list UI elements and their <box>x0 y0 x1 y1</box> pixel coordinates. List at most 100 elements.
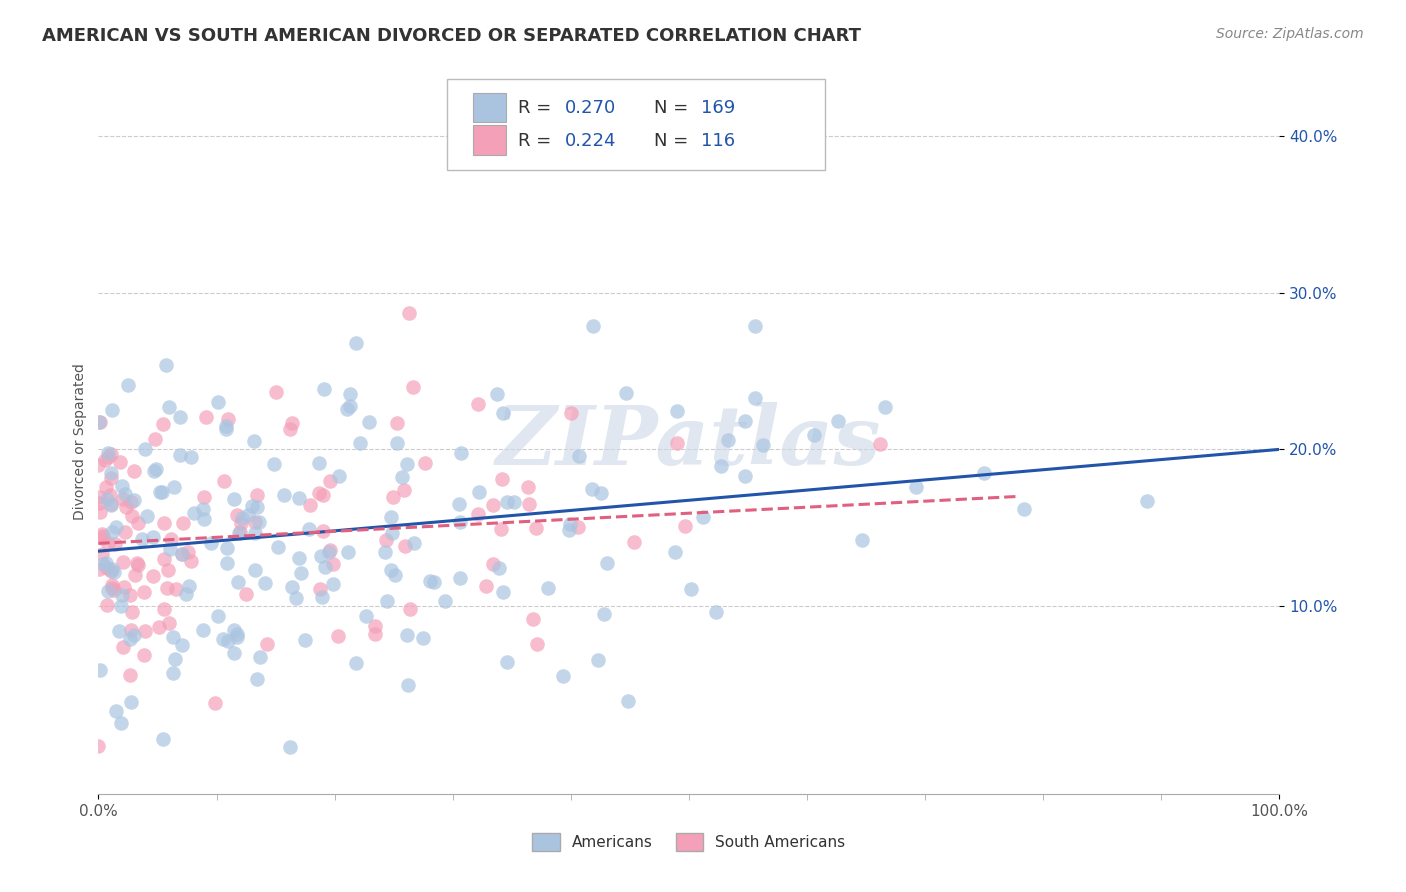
FancyBboxPatch shape <box>472 93 506 122</box>
Point <box>110 599 132 613</box>
Point <box>152 417 174 431</box>
Point <box>110 715 132 730</box>
Point <box>273 488 295 502</box>
Point <box>121 605 143 619</box>
Point <box>246 487 269 501</box>
Point <box>91 527 114 541</box>
Point <box>380 563 402 577</box>
Point <box>101 403 124 417</box>
Point <box>148 620 170 634</box>
Legend: Americans, South Americans: Americans, South Americans <box>526 827 852 856</box>
Point <box>385 417 408 431</box>
Point <box>177 545 200 559</box>
Point <box>132 585 155 599</box>
Point <box>905 480 928 494</box>
Point <box>495 495 517 509</box>
Point <box>236 508 259 523</box>
Point <box>170 547 193 561</box>
Point <box>375 594 398 608</box>
Point <box>131 532 153 546</box>
Point <box>704 605 727 619</box>
Point <box>120 667 142 681</box>
Point <box>692 510 714 524</box>
Point <box>492 406 515 420</box>
Point <box>1014 502 1036 516</box>
Point <box>595 556 617 570</box>
Point <box>100 565 122 579</box>
Point <box>229 525 252 540</box>
Point <box>322 577 344 591</box>
Point <box>235 587 257 601</box>
Point <box>118 588 141 602</box>
Point <box>467 508 489 522</box>
Point <box>118 632 141 647</box>
Point <box>89 415 111 429</box>
Point <box>298 522 321 536</box>
Point <box>803 428 825 442</box>
Point <box>517 481 540 495</box>
Point <box>134 624 156 639</box>
Point <box>385 435 408 450</box>
Text: N =: N = <box>654 132 693 150</box>
Point <box>162 631 184 645</box>
Point <box>127 516 149 530</box>
Point <box>394 539 416 553</box>
Point <box>287 491 309 505</box>
Point <box>491 522 513 536</box>
Point <box>468 484 491 499</box>
Point <box>492 584 515 599</box>
Point <box>488 560 510 574</box>
Point <box>285 591 308 606</box>
Point <box>94 480 117 494</box>
Text: R =: R = <box>517 99 557 117</box>
Point <box>364 618 387 632</box>
Point <box>87 739 110 753</box>
Point <box>290 566 312 581</box>
Point <box>526 637 548 651</box>
Point <box>519 497 541 511</box>
Point <box>207 609 229 624</box>
Point <box>149 485 172 500</box>
Point <box>398 306 420 320</box>
FancyBboxPatch shape <box>447 78 825 170</box>
Point <box>326 629 349 643</box>
Point <box>217 634 239 648</box>
Point <box>226 574 249 589</box>
Point <box>875 400 897 414</box>
Point <box>359 415 381 429</box>
Point <box>433 594 456 608</box>
Point <box>176 587 198 601</box>
Point <box>122 493 145 508</box>
Point <box>142 569 165 583</box>
Point <box>314 560 336 574</box>
Point <box>97 584 120 599</box>
Point <box>152 732 174 747</box>
Point <box>155 358 177 372</box>
Point <box>249 650 271 665</box>
Point <box>215 422 238 436</box>
Point <box>664 545 686 559</box>
Point <box>100 497 122 511</box>
Text: 169: 169 <box>700 99 735 117</box>
Point <box>752 437 775 451</box>
Point <box>145 462 167 476</box>
Point <box>344 335 367 350</box>
Point <box>396 457 419 471</box>
Point <box>112 555 135 569</box>
Point <box>616 694 638 708</box>
Point <box>96 599 118 613</box>
Point <box>263 457 285 471</box>
Point <box>231 511 253 525</box>
Point <box>87 490 110 504</box>
Point <box>398 602 420 616</box>
Point <box>96 491 118 506</box>
Point <box>280 739 302 754</box>
Point <box>100 471 122 485</box>
Point <box>153 551 176 566</box>
Point <box>481 498 503 512</box>
Point <box>402 380 425 394</box>
Point <box>87 458 110 472</box>
Point <box>112 640 135 655</box>
Point <box>449 571 471 585</box>
Point <box>226 627 249 641</box>
